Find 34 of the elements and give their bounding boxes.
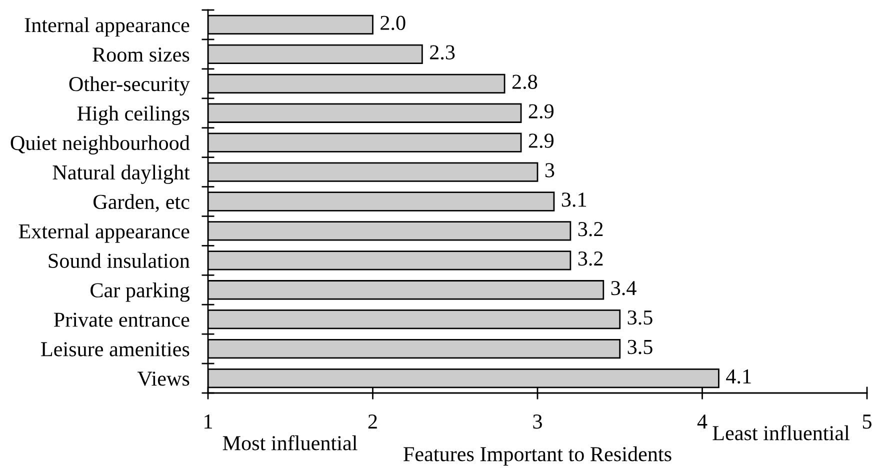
y-tick-label: Internal appearance <box>24 17 190 37</box>
y-tick-label: Quiet neighbourhood <box>10 135 190 154</box>
x-axis-title: Features Important to Residents <box>404 446 672 466</box>
text: Least influential <box>712 425 850 440</box>
x-tick-label: 1 <box>204 414 212 428</box>
data-label: 3.2 <box>578 252 603 266</box>
data-label: 3.5 <box>628 310 652 325</box>
data-label: 3.5 <box>628 340 652 354</box>
y-tick-label: Other-security <box>69 76 190 96</box>
data-label: 2.8 <box>512 74 538 90</box>
data-label: 3 <box>545 163 554 178</box>
data-label: 3.2 <box>578 222 603 236</box>
x-tick-label: 4 <box>697 414 708 428</box>
data-label: 4.1 <box>726 369 751 384</box>
y-tick-label: Private entrance <box>54 312 190 327</box>
data-label: 2.3 <box>430 45 455 60</box>
y-tick-label: Room sizes <box>92 48 190 62</box>
y-tick-label: Garden, etc <box>94 194 190 212</box>
data-label: 2.9 <box>528 134 554 148</box>
data-label: 2.0 <box>380 16 406 30</box>
y-tick-label: Car parking <box>90 282 190 302</box>
y-tick-label: Sound insulation <box>48 253 190 268</box>
y-tick-label: Natural daylight <box>52 164 190 184</box>
text: Most influential <box>222 435 358 450</box>
x-tick-label: 2 <box>368 414 377 428</box>
data-label: 2.9 <box>528 104 554 118</box>
data-label: 3.4 <box>611 280 636 296</box>
y-tick-label: High ceilings <box>77 106 190 125</box>
y-tick-label: External appearance <box>18 224 190 243</box>
y-tick-label: Leisure amenities <box>41 342 190 356</box>
data-label: 3.1 <box>562 192 586 207</box>
x-tick-label: 3 <box>533 414 542 429</box>
y-tick-label: Views <box>138 372 190 386</box>
x-tick-label: 5 <box>862 414 872 429</box>
